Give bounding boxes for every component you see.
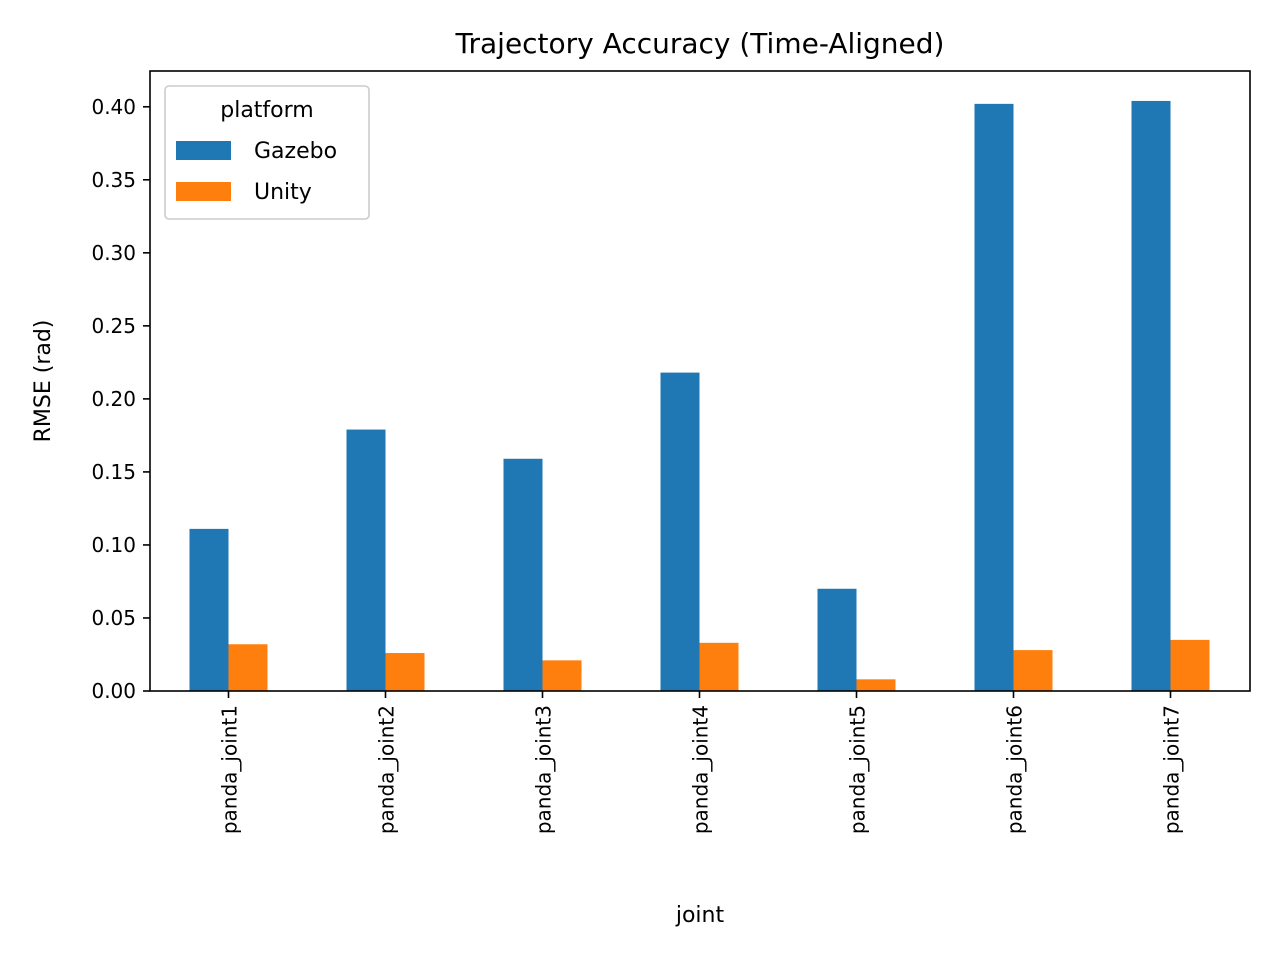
y-tick-label: 0.00	[91, 679, 136, 703]
bar-unity-panda_joint7	[1170, 639, 1210, 691]
y-axis-label: RMSE (rad)	[31, 320, 56, 443]
bar-unity-panda_joint4	[699, 642, 739, 691]
y-tick-label: 0.35	[91, 168, 136, 192]
bar-gazebo-panda_joint1	[189, 528, 229, 691]
bar-unity-panda_joint2	[385, 653, 425, 691]
y-tick-label: 0.10	[91, 533, 136, 557]
x-tick-label-panda_joint7: panda_joint7	[1160, 705, 1184, 834]
y-tick-label: 0.05	[91, 606, 136, 630]
chart-title: Trajectory Accuracy (Time-Aligned)	[455, 27, 945, 60]
bar-unity-panda_joint3	[542, 660, 582, 691]
y-tick-label: 0.25	[91, 314, 136, 338]
legend-label-gazebo: Gazebo	[254, 139, 337, 164]
bar-gazebo-panda_joint6	[974, 103, 1014, 692]
bar-unity-panda_joint6	[1013, 650, 1053, 691]
y-tick-label: 0.15	[91, 460, 136, 484]
bars-group	[189, 100, 1210, 692]
bar-gazebo-panda_joint4	[660, 372, 700, 691]
y-tick-label: 0.20	[91, 387, 136, 411]
x-axis-label: joint	[675, 903, 725, 928]
y-tick-label: 0.30	[91, 241, 136, 265]
x-tick-label-panda_joint5: panda_joint5	[846, 705, 870, 834]
x-tick-label-panda_joint1: panda_joint1	[218, 705, 242, 834]
x-tick-label-panda_joint2: panda_joint2	[375, 705, 399, 834]
legend: platform Gazebo Unity	[164, 85, 370, 220]
x-tick-label-panda_joint6: panda_joint6	[1003, 705, 1027, 834]
legend-swatch-gazebo	[176, 141, 231, 160]
legend-swatch-unity	[176, 182, 231, 201]
legend-label-unity: Unity	[254, 180, 312, 205]
x-tick-label-panda_joint4: panda_joint4	[689, 705, 713, 834]
bar-gazebo-panda_joint5	[817, 588, 857, 691]
y-axis: 0.00 0.05 0.10 0.15 0.20 0.25 0.30 0.35 0.40	[91, 95, 150, 703]
legend-title: platform	[220, 98, 313, 123]
bar-gazebo-panda_joint2	[346, 429, 386, 691]
bar-unity-panda_joint1	[228, 644, 268, 691]
y-tick-label: 0.40	[91, 95, 136, 119]
bar-unity-panda_joint5	[856, 679, 896, 691]
x-tick-label-panda_joint3: panda_joint3	[532, 705, 556, 834]
bar-gazebo-panda_joint7	[1131, 100, 1171, 692]
bar-gazebo-panda_joint3	[503, 458, 543, 691]
x-axis: panda_joint1 panda_joint2 panda_joint3 pand…	[218, 691, 1184, 834]
